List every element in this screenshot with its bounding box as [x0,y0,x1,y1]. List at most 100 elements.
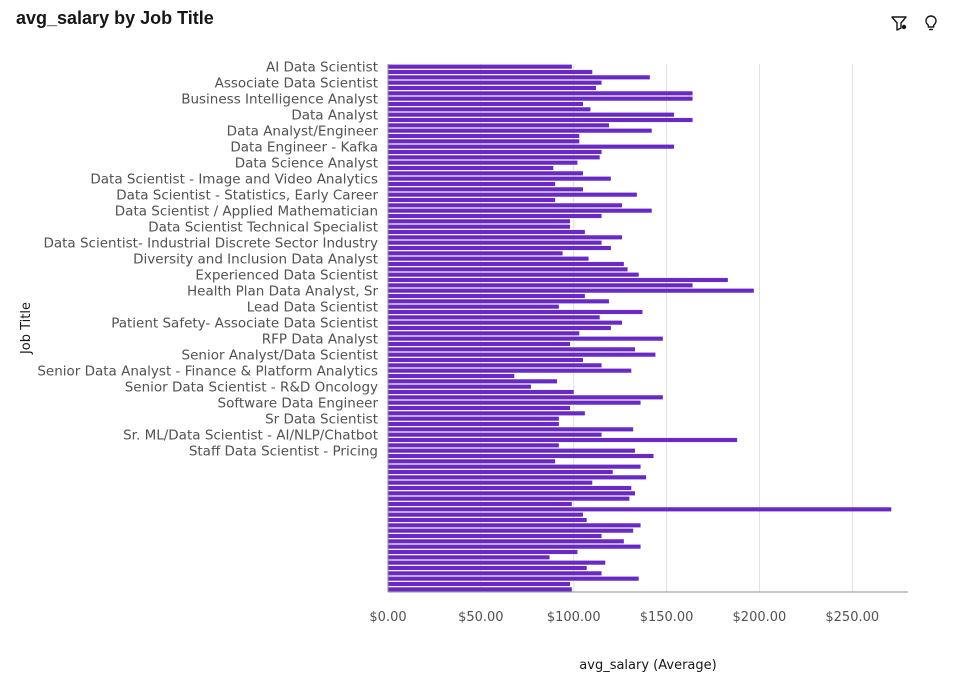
bar[interactable] [388,496,630,501]
bar[interactable] [388,480,593,485]
bar[interactable] [388,315,600,320]
bar[interactable] [388,533,602,539]
bar[interactable] [388,304,559,309]
bar[interactable] [388,320,622,325]
bar[interactable] [388,507,892,512]
bar[interactable] [388,272,639,277]
bar[interactable] [388,560,606,565]
bar[interactable] [388,389,574,395]
bar[interactable] [388,117,693,123]
bar[interactable] [388,309,643,315]
bar[interactable] [388,368,632,373]
bar[interactable] [388,459,556,464]
bar[interactable] [388,155,600,160]
bar[interactable] [388,475,647,480]
bar[interactable] [388,416,559,421]
bar[interactable] [388,171,583,176]
bar[interactable] [388,160,578,165]
bar[interactable] [388,437,738,443]
bar[interactable] [388,213,602,219]
bar[interactable] [388,197,556,203]
bar[interactable] [388,427,634,432]
bar[interactable] [388,331,580,336]
bar[interactable] [388,208,652,213]
bar[interactable] [388,181,556,187]
bar[interactable] [388,421,559,427]
bar[interactable] [388,187,583,192]
bar[interactable] [388,517,587,523]
bar[interactable] [388,357,583,363]
bar[interactable] [388,432,602,437]
bar[interactable] [388,469,613,475]
bar[interactable] [388,464,641,469]
bar[interactable] [388,325,611,331]
bar[interactable] [388,347,635,352]
filter-button[interactable] [888,12,910,34]
bar[interactable] [388,64,572,69]
bar[interactable] [388,288,754,293]
bar[interactable] [388,395,663,400]
bar[interactable] [388,565,587,571]
bar[interactable] [388,229,585,235]
bar[interactable] [388,373,515,379]
bar[interactable] [388,123,609,128]
bar[interactable] [388,91,693,96]
bar[interactable] [388,277,728,283]
bar[interactable] [388,192,637,197]
bar[interactable] [388,581,570,587]
bar[interactable] [388,443,559,448]
bar[interactable] [388,107,591,112]
bar[interactable] [388,240,602,245]
bar[interactable] [388,448,635,453]
bar[interactable] [388,512,583,517]
bar[interactable] [388,85,596,91]
bar[interactable] [388,267,628,272]
bar[interactable] [388,539,624,544]
bar[interactable] [388,405,570,411]
bar[interactable] [388,69,593,75]
bar[interactable] [388,261,624,267]
bar[interactable] [388,176,611,181]
bar[interactable] [388,245,611,251]
bar[interactable] [388,256,589,261]
bar[interactable] [388,523,641,528]
bar[interactable] [388,283,693,288]
bar[interactable] [388,293,585,299]
bar[interactable] [388,501,572,507]
bar[interactable] [388,149,602,155]
bar[interactable] [388,400,641,405]
bar[interactable] [388,251,563,256]
bar[interactable] [388,587,572,592]
bar[interactable] [388,528,634,533]
bar[interactable] [388,235,622,240]
bar[interactable] [388,96,693,101]
bar[interactable] [388,544,641,549]
bar[interactable] [388,363,602,368]
bar[interactable] [388,411,585,416]
bar[interactable] [388,101,583,107]
insights-button[interactable] [920,12,942,34]
bar[interactable] [388,219,570,224]
bar[interactable] [388,379,557,384]
bar[interactable] [388,299,609,304]
bar[interactable] [388,453,654,459]
bar[interactable] [388,224,570,229]
bar[interactable] [388,139,580,144]
bar[interactable] [388,571,602,576]
bar[interactable] [388,485,632,491]
bar[interactable] [388,491,635,496]
bar[interactable] [388,75,650,80]
bar[interactable] [388,336,663,341]
bar[interactable] [388,555,550,560]
bar[interactable] [388,165,554,171]
bar[interactable] [388,352,656,357]
bar[interactable] [388,384,531,389]
bar[interactable] [388,133,580,139]
bar[interactable] [388,576,639,581]
bar[interactable] [388,112,674,117]
bar[interactable] [388,128,652,133]
bar[interactable] [388,80,602,85]
bar[interactable] [388,144,674,149]
bar[interactable] [388,203,622,208]
bar[interactable] [388,549,578,555]
